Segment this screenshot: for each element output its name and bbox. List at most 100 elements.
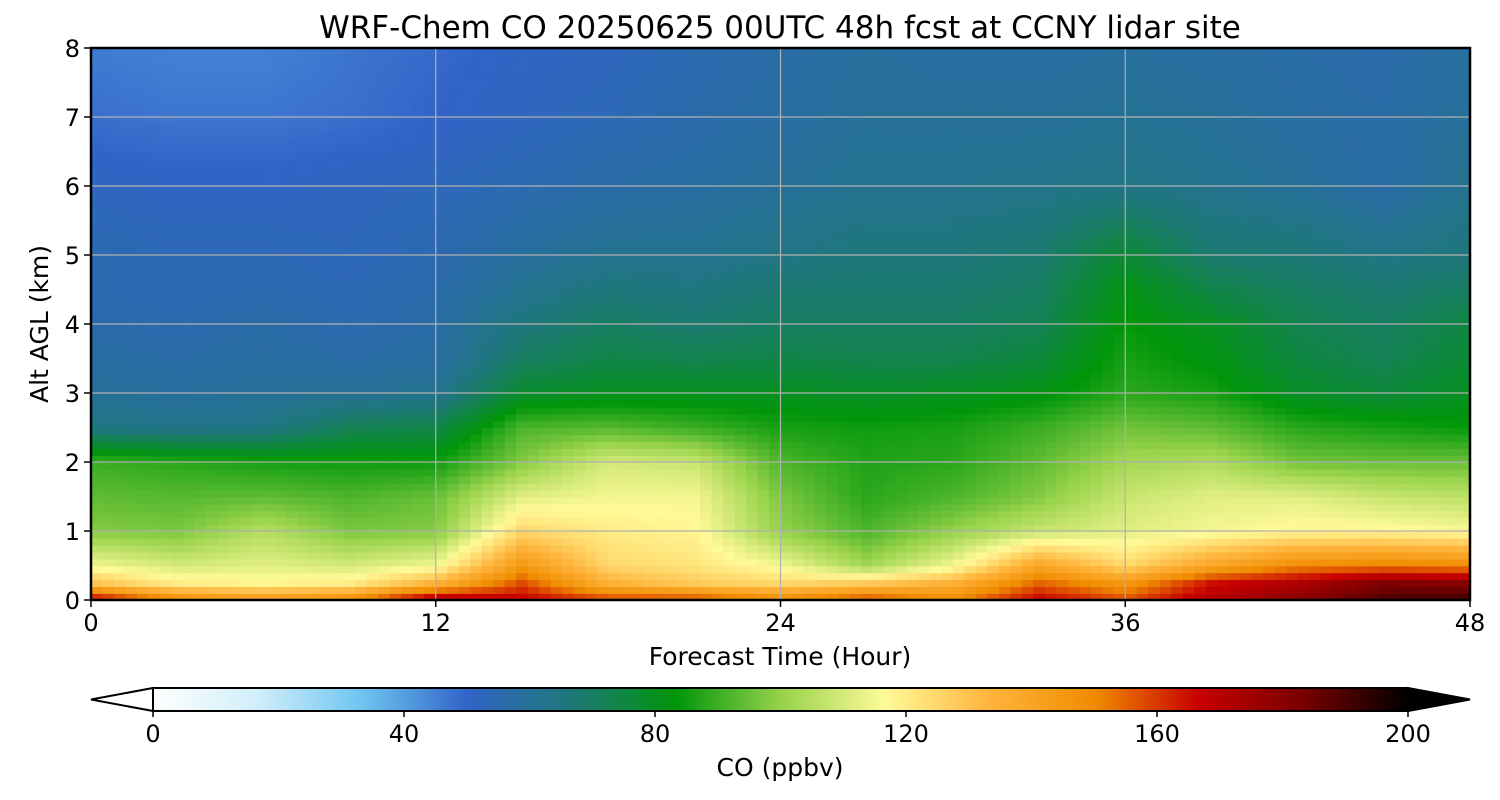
heatmap-cell <box>562 420 575 429</box>
heatmap-cell <box>320 558 334 567</box>
heatmap-cell <box>91 448 104 456</box>
heatmap-cell <box>309 427 322 436</box>
heatmap-cell <box>711 482 724 491</box>
heatmap-cell <box>527 441 540 449</box>
heatmap-cell <box>401 358 414 367</box>
heatmap-cell <box>837 579 851 587</box>
heatmap-cell <box>631 310 644 318</box>
heatmap-cell <box>458 317 472 325</box>
heatmap-cell <box>136 586 150 594</box>
heatmap-cell <box>1355 510 1368 518</box>
heatmap-cell <box>837 537 851 546</box>
heatmap-cell <box>217 434 230 443</box>
heatmap-cell <box>504 406 517 415</box>
heatmap-cell <box>860 572 874 581</box>
heatmap-cell <box>1021 393 1035 401</box>
heatmap-cell <box>205 524 219 532</box>
heatmap-cell <box>1343 496 1356 505</box>
heatmap-cell <box>1125 386 1138 394</box>
heatmap-cell <box>389 351 403 360</box>
heatmap-cell <box>1125 586 1138 594</box>
heatmap-cell <box>711 310 724 318</box>
heatmap-cell <box>1251 524 1264 532</box>
heatmap-cell <box>1435 537 1448 546</box>
heatmap-cell <box>791 455 805 463</box>
heatmap-cell <box>378 310 391 318</box>
heatmap-cell <box>217 510 230 518</box>
heatmap-cell <box>746 351 759 360</box>
heatmap-cell <box>1332 351 1345 360</box>
heatmap-cell <box>757 413 770 422</box>
heatmap-cell <box>987 317 1000 325</box>
heatmap-cell <box>1148 531 1161 539</box>
heatmap-cell <box>1217 558 1230 567</box>
heatmap-cell <box>849 551 862 560</box>
heatmap-cell <box>803 330 816 339</box>
heatmap-cell <box>481 455 495 463</box>
heatmap-cell <box>1435 441 1448 449</box>
heatmap-cell <box>791 351 805 360</box>
heatmap-cell <box>320 551 334 560</box>
heatmap-cell <box>424 517 437 525</box>
heatmap-cell <box>1286 537 1299 546</box>
heatmap-cell <box>205 455 219 463</box>
heatmap-cell <box>516 324 529 332</box>
heatmap-cell <box>481 358 495 367</box>
heatmap-cell <box>1297 537 1310 546</box>
heatmap-cell <box>1056 358 1069 367</box>
heatmap-cell <box>1366 372 1379 380</box>
heatmap-cell <box>872 462 885 470</box>
heatmap-cell <box>711 344 724 353</box>
heatmap-cell <box>654 393 667 401</box>
heatmap-cell <box>286 510 299 518</box>
heatmap-cell <box>1343 475 1356 484</box>
heatmap-cell <box>1148 386 1161 394</box>
heatmap-cell <box>1067 579 1081 587</box>
heatmap-cell <box>654 475 667 484</box>
heatmap-cell <box>355 310 368 318</box>
heatmap-cell <box>941 310 954 318</box>
heatmap-cell <box>1297 503 1310 512</box>
heatmap-cell <box>608 365 621 374</box>
heatmap-cell <box>769 337 782 346</box>
heatmap-cell <box>1251 351 1264 360</box>
heatmap-cell <box>700 544 713 553</box>
heatmap-cell <box>424 351 437 360</box>
heatmap-cell <box>228 448 242 456</box>
heatmap-cell <box>1194 358 1207 367</box>
heatmap-cell <box>171 544 184 553</box>
heatmap-cell <box>585 468 598 477</box>
heatmap-cell <box>1182 462 1195 470</box>
heatmap-cell <box>849 503 862 512</box>
heatmap-cell <box>1021 537 1035 546</box>
heatmap-cell <box>91 441 104 449</box>
heatmap-cell <box>1240 317 1253 325</box>
heatmap-cell <box>872 406 885 415</box>
heatmap-cell <box>1228 399 1241 408</box>
heatmap-cell <box>700 593 713 600</box>
heatmap-cell <box>1079 510 1092 518</box>
heatmap-cell <box>435 448 449 456</box>
heatmap-cell <box>1056 572 1069 581</box>
heatmap-cell <box>1458 455 1470 463</box>
heatmap-cell <box>964 399 977 408</box>
heatmap-cell <box>297 413 311 422</box>
heatmap-cell <box>849 496 862 505</box>
heatmap-cell <box>424 324 437 332</box>
heatmap-cell <box>1240 489 1253 498</box>
heatmap-cell <box>1251 551 1264 560</box>
heatmap-cell <box>1412 317 1425 325</box>
heatmap-cell <box>1228 386 1241 394</box>
heatmap-cell <box>596 510 609 518</box>
heatmap-cell <box>562 365 575 374</box>
heatmap-cell <box>516 510 529 518</box>
heatmap-cell <box>504 579 517 587</box>
heatmap-cell <box>366 413 380 422</box>
heatmap-cell <box>504 572 517 581</box>
heatmap-cell <box>929 372 943 380</box>
heatmap-cell <box>654 572 667 581</box>
heatmap-cell <box>493 551 506 560</box>
heatmap-cell <box>975 337 989 346</box>
heatmap-cell <box>550 317 563 325</box>
heatmap-cell <box>435 524 449 532</box>
